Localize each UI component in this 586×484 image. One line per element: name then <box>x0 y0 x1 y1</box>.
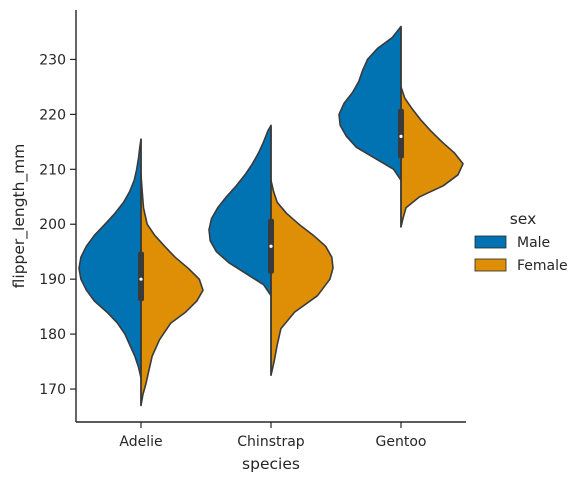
legend: sex Male Female <box>474 210 568 274</box>
violin-gentoo-female <box>400 86 464 228</box>
violin-gentoo-median <box>399 134 403 138</box>
y-axis: 170 180 190 200 210 220 230 <box>39 10 77 422</box>
violin-chinstrap-median <box>269 244 273 248</box>
y-tick-label-190: 190 <box>39 272 66 288</box>
violin-gentoo-male <box>338 25 402 182</box>
y-tick-label-180: 180 <box>39 327 66 343</box>
y-tick-label-200: 200 <box>39 217 66 233</box>
violin-gentoo-box <box>398 108 404 159</box>
violin-chinstrap-male <box>208 124 272 297</box>
x-axis-title: species <box>242 455 300 473</box>
y-tick-label-220: 220 <box>39 107 66 123</box>
violin-adelie-male <box>78 138 142 379</box>
legend-swatch-female <box>474 258 507 272</box>
violin-adelie-female <box>140 174 204 407</box>
y-tick-label-210: 210 <box>39 162 66 178</box>
legend-title: sex <box>510 210 537 228</box>
violin-chinstrap-female <box>270 179 334 377</box>
violin-adelie-median <box>139 277 143 281</box>
y-axis-title: flipper_length_mm <box>10 144 29 289</box>
legend-swatch-male <box>474 235 507 249</box>
y-tick-label-170: 170 <box>39 382 66 398</box>
y-tick-label-230: 230 <box>39 52 66 68</box>
legend-label-female: Female <box>517 258 568 274</box>
x-axis: Adelie Chinstrap Gentoo <box>76 421 466 450</box>
violin-adelie-box <box>138 251 144 302</box>
violins-layer <box>78 25 464 407</box>
legend-label-male: Male <box>517 235 550 251</box>
x-tick-label-chinstrap: Chinstrap <box>237 434 305 450</box>
x-tick-label-adelie: Adelie <box>119 434 162 450</box>
x-tick-label-gentoo: Gentoo <box>376 434 427 450</box>
